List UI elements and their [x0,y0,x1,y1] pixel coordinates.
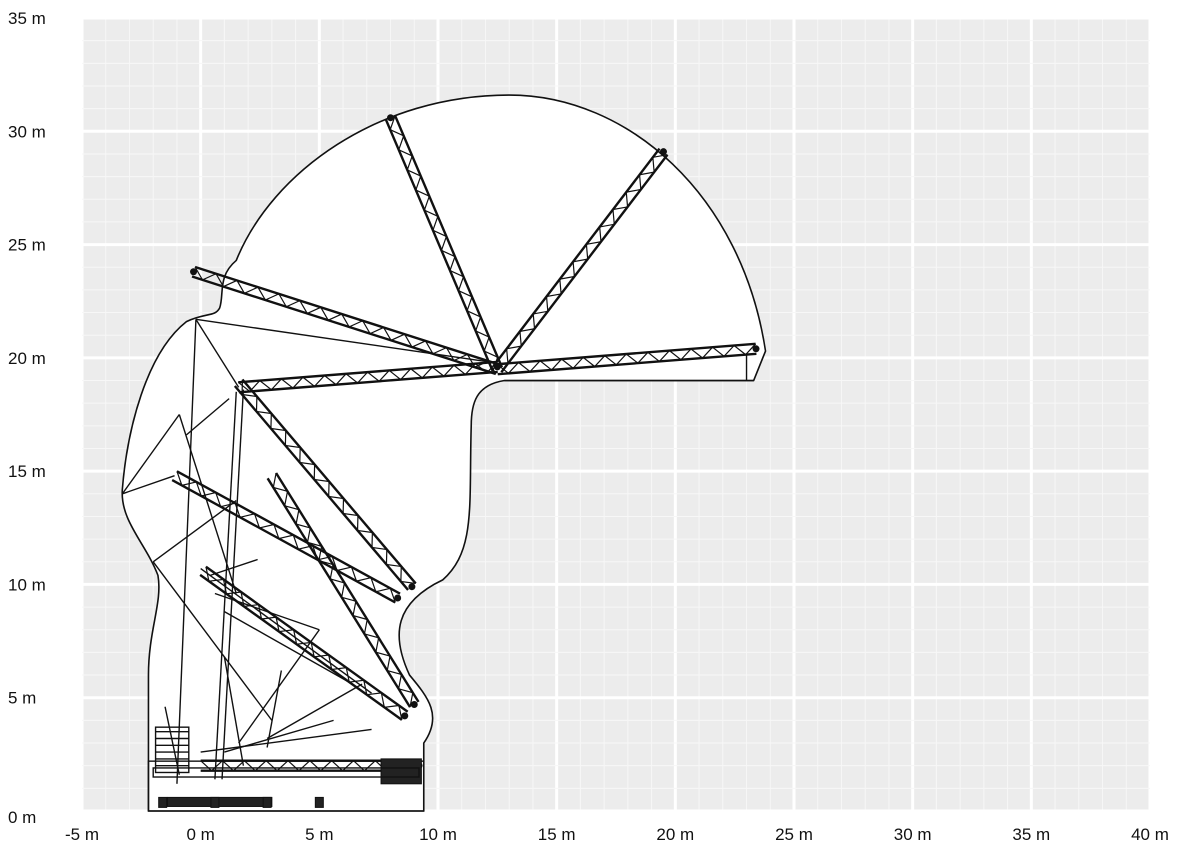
carrier-axle-beam [166,796,273,807]
cable-21 [164,706,180,775]
cable-7 [221,389,245,780]
boom-stowed-low [199,565,409,721]
y-tick-label: 10 m [8,575,46,594]
cable-23 [266,670,283,748]
carrier-outrigger-3 [314,796,324,808]
carrier-outrigger-2 [262,796,272,808]
cable-6 [214,391,237,780]
x-tick-label: 35 m [1012,825,1050,844]
y-tick-label: 30 m [8,122,46,141]
boom-diagonal-1 [233,378,417,591]
cable-22 [223,656,245,766]
boom-diagonal-2 [266,472,420,709]
x-tick-label: 15 m [538,825,576,844]
boom-vertical-a [384,114,504,372]
luffing-cables [121,318,754,784]
boom-20deg-upper [190,265,500,376]
cable-1 [195,318,240,388]
boom-main-horizontal [237,360,501,394]
cable-18 [200,728,372,753]
carrier-cab [154,726,190,774]
x-tick-label: 5 m [305,825,333,844]
cable-16 [266,683,363,740]
carrier-vehicle [147,726,425,812]
y-tick-label: 35 m [8,9,46,28]
carrier-chassis [147,760,425,812]
carrier-deck [152,767,420,778]
y-tick-label: 20 m [8,349,46,368]
cable-5 [122,475,175,495]
x-tick-label: 0 m [186,825,214,844]
cable-4 [121,414,180,495]
cable-8 [185,398,230,436]
working-range-envelope [121,94,767,812]
boom-horizontal [496,342,760,376]
boom-stowed-mid [171,470,402,604]
y-tick-label: 25 m [8,236,46,255]
x-tick-label: 10 m [419,825,457,844]
x-tick-label: -5 m [65,825,99,844]
x-tick-label: 25 m [775,825,813,844]
boom-rest [380,758,422,785]
y-axis-tick-labels: 0 m 5 m 10 m 15 m 20 m 25 m 30 m 35 m [8,9,46,827]
x-axis-tick-labels: -5 m 0 m 5 m 10 m 15 m 20 m 25 m 30 m 35 m 40 m [65,825,1169,844]
cable-9 [152,500,237,563]
cable-11 [209,558,258,577]
x-tick-label: 40 m [1131,825,1169,844]
carrier-outrigger-1 [210,796,220,808]
cable-0 [195,318,493,364]
y-tick-label: 15 m [8,462,46,481]
cable-13 [214,592,320,631]
cable-14 [224,611,353,685]
carrier-outrigger-0 [158,796,168,808]
cable-2 [176,319,197,784]
cable-12 [200,568,372,694]
cable-10 [152,561,273,721]
y-tick-label: 0 m [8,808,36,827]
x-tick-label: 20 m [656,825,694,844]
boom-vertical-b [492,147,669,373]
x-tick-label: 30 m [894,825,932,844]
y-tick-label: 5 m [8,689,36,708]
envelope-outline [121,94,767,812]
